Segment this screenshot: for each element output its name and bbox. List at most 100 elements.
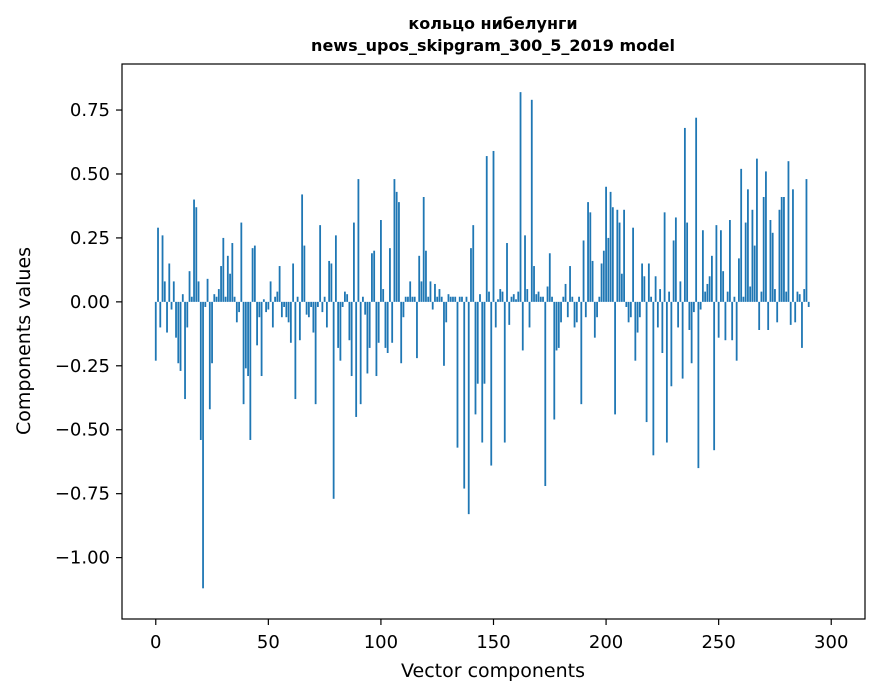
bar: [661, 301, 664, 354]
y-tick-label: −0.50: [55, 420, 110, 441]
bar: [690, 301, 693, 364]
bar: [193, 199, 195, 302]
bar: [557, 301, 560, 348]
bar: [720, 230, 722, 302]
bar: [325, 301, 328, 328]
bar: [627, 301, 630, 323]
bar: [402, 301, 405, 318]
bar: [521, 301, 524, 351]
bar: [492, 150, 495, 302]
bar: [724, 301, 727, 341]
bar: [197, 281, 200, 302]
bar: [589, 212, 592, 302]
bar: [215, 296, 218, 302]
bar: [231, 243, 234, 302]
bar: [386, 301, 389, 354]
bar: [803, 289, 806, 302]
bar: [582, 240, 585, 302]
bar: [355, 301, 358, 417]
bar: [805, 179, 808, 302]
bar: [242, 301, 245, 405]
y-tick-label: 0.75: [70, 100, 110, 121]
bar: [715, 225, 718, 302]
bar: [235, 301, 238, 323]
bar: [539, 296, 542, 302]
bar: [278, 266, 281, 302]
bar: [530, 99, 533, 302]
bar: [366, 301, 369, 374]
bar: [609, 191, 612, 302]
bar: [605, 186, 607, 302]
bar: [780, 197, 783, 302]
bar: [285, 301, 288, 318]
bar: [163, 281, 166, 302]
bar: [656, 301, 659, 328]
bar: [368, 301, 371, 348]
bar: [575, 301, 578, 323]
bar: [240, 222, 243, 302]
bar: [166, 301, 168, 333]
bar: [537, 291, 540, 302]
bar: [643, 276, 646, 302]
bar: [654, 276, 657, 302]
bar: [485, 156, 488, 302]
bar: [629, 301, 632, 318]
bar: [256, 301, 258, 346]
bar: [328, 260, 331, 302]
bar: [481, 301, 484, 443]
bar: [258, 301, 261, 318]
bar: [638, 301, 641, 318]
bar: [474, 301, 477, 415]
bar: [503, 301, 506, 443]
bar: [792, 189, 794, 302]
bar: [346, 294, 349, 302]
bar: [199, 301, 202, 440]
y-tick-label: −0.25: [55, 356, 110, 377]
bar: [510, 296, 513, 302]
bar: [488, 291, 490, 302]
bar: [699, 301, 702, 310]
bar: [807, 301, 810, 307]
bar: [465, 296, 468, 302]
bar: [456, 301, 459, 448]
bar: [762, 197, 765, 302]
bar: [443, 301, 445, 366]
bar-series: [154, 92, 810, 589]
chart-title: кольцо нибелунги: [408, 14, 577, 33]
bar: [769, 220, 772, 302]
bar: [213, 294, 216, 302]
bar: [265, 301, 267, 313]
bar: [184, 301, 186, 400]
bar: [161, 235, 164, 302]
bar: [490, 301, 493, 466]
bar: [738, 258, 740, 302]
bar: [497, 299, 499, 302]
plot-frame: [121, 63, 866, 620]
x-tick-label: 0: [150, 632, 161, 653]
bar: [560, 301, 562, 323]
bar: [494, 301, 497, 328]
bar: [339, 301, 342, 361]
bar: [461, 296, 463, 302]
bar: [548, 253, 551, 302]
bar: [170, 301, 173, 310]
bar: [593, 301, 596, 338]
bar: [765, 171, 767, 302]
bar: [665, 301, 668, 443]
bar: [247, 301, 249, 377]
bar: [303, 245, 306, 302]
bar: [742, 296, 745, 302]
bar: [393, 179, 396, 302]
bar: [222, 237, 225, 302]
bar: [179, 301, 182, 371]
bar: [747, 189, 749, 302]
bar: [573, 301, 576, 328]
bar: [798, 294, 801, 302]
bar: [175, 301, 177, 338]
bar: [384, 301, 387, 348]
bar: [177, 301, 180, 364]
bar: [544, 301, 547, 487]
bar: [562, 296, 565, 302]
bar: [470, 248, 472, 302]
